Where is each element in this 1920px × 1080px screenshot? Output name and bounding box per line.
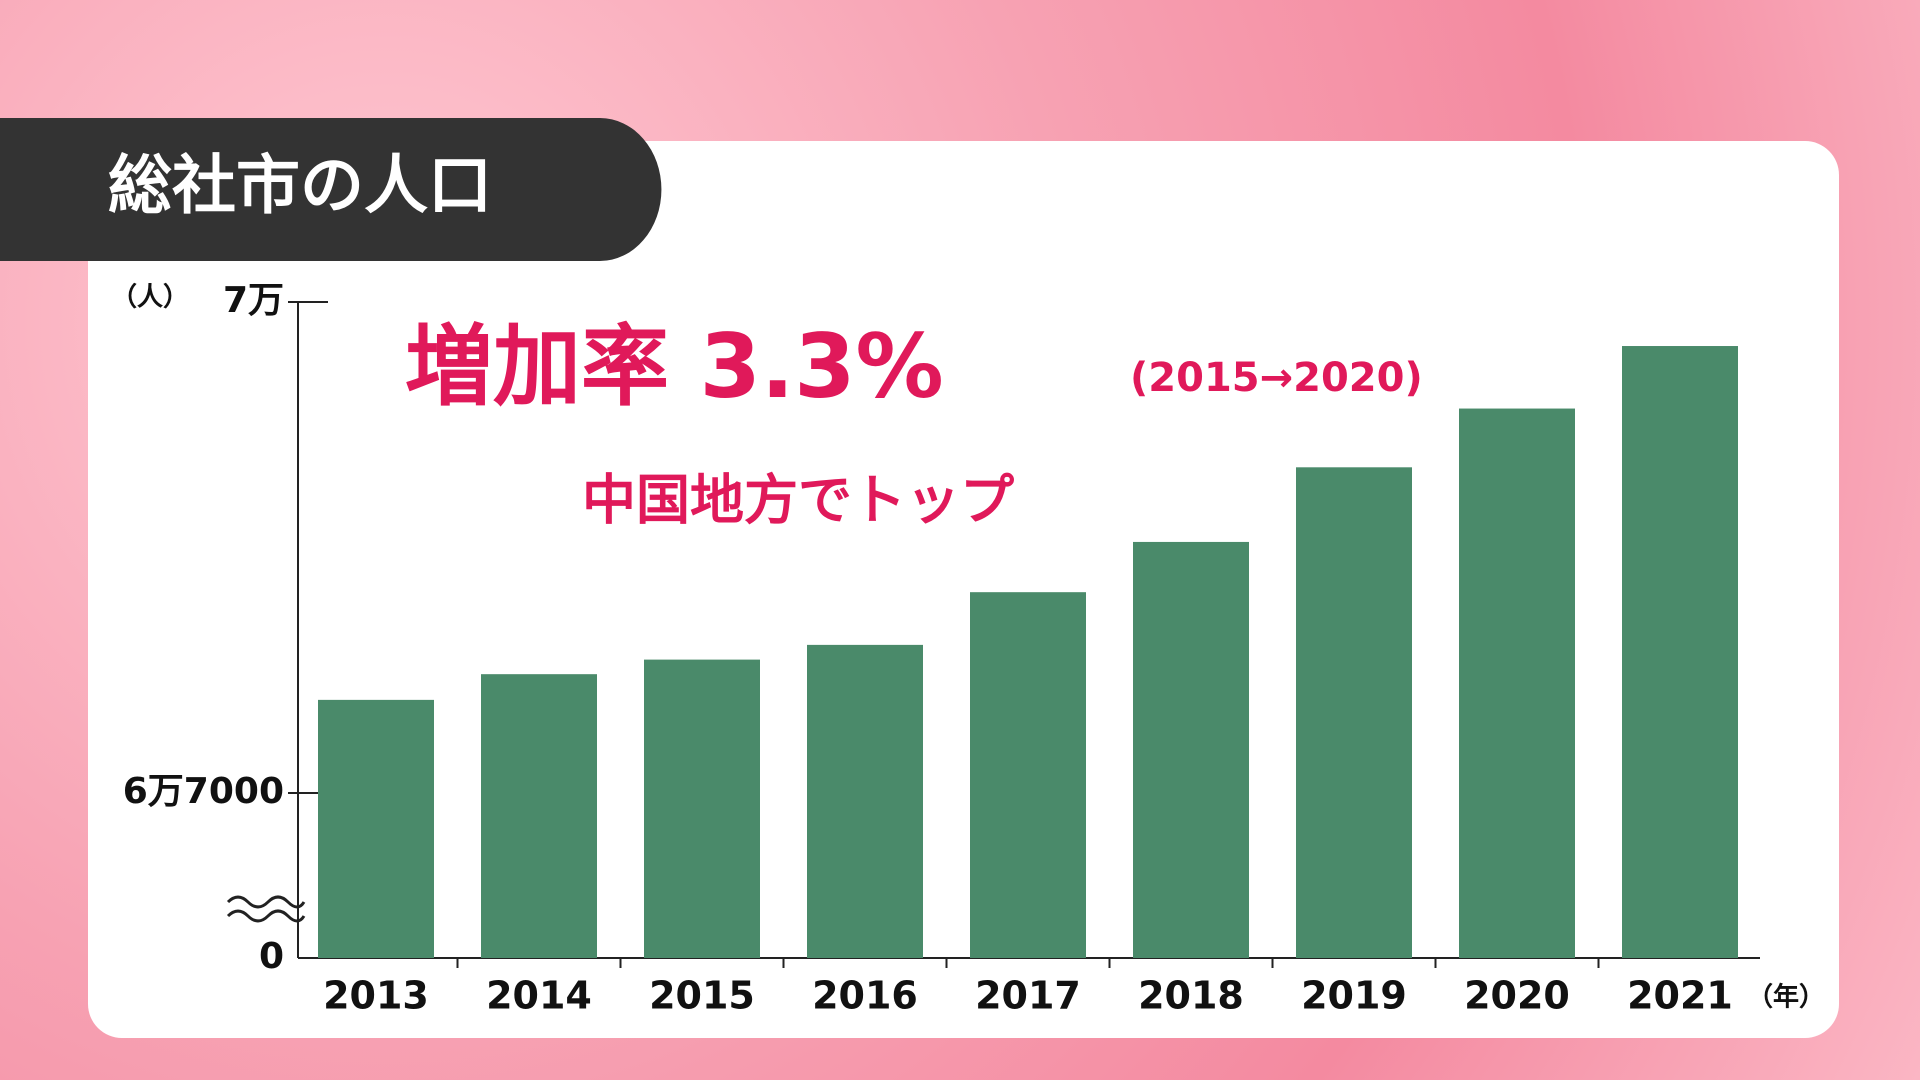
x-unit: （年） <box>1747 982 1825 1013</box>
chart-title: 総社市の人口 <box>108 150 492 224</box>
title-banner <box>0 118 662 261</box>
annotation: (2015→2020) <box>1130 355 1423 401</box>
bar <box>1133 541 1249 958</box>
axis-break <box>226 895 306 923</box>
x-tick-label: 2014 <box>486 974 592 1018</box>
x-tick-label: 2016 <box>812 974 918 1018</box>
y-tick-label: 6万7000 <box>123 771 284 812</box>
x-tick-label: 2013 <box>323 974 429 1018</box>
x-tick-label: 2018 <box>1138 974 1244 1018</box>
x-tick-label: 2015 <box>649 974 755 1018</box>
bar <box>318 699 434 958</box>
x-tick-label: 2017 <box>975 974 1081 1018</box>
x-tick-label: 2019 <box>1301 974 1407 1018</box>
bar <box>644 659 760 958</box>
annotation: 増加率 3.3% <box>405 315 944 418</box>
x-tick-label: 2020 <box>1464 974 1570 1018</box>
annotation: 中国地方でトップ <box>582 469 1014 532</box>
bar <box>1296 467 1412 958</box>
y-tick-label: 0 <box>259 936 284 977</box>
y-tick-label: 7万 <box>223 280 284 321</box>
bar <box>807 644 923 958</box>
bar <box>1622 346 1738 958</box>
y-unit: （人） <box>111 283 189 313</box>
bar <box>481 674 597 958</box>
bar <box>1459 408 1575 958</box>
x-tick-label: 2021 <box>1627 974 1733 1018</box>
bar <box>970 592 1086 958</box>
